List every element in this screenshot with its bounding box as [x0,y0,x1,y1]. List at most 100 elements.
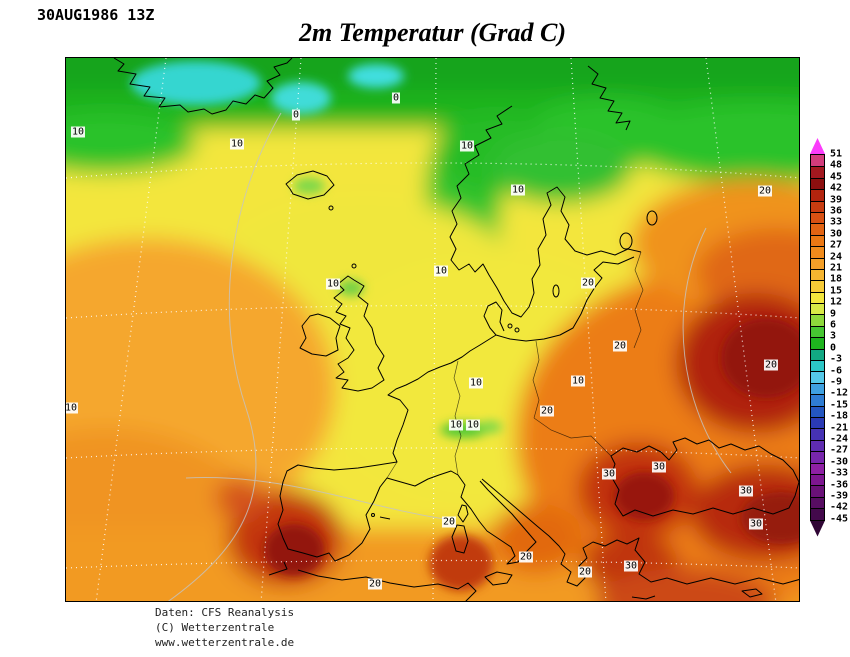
colorbar-label: -24 [830,433,849,445]
colorbar-label: 18 [830,273,843,285]
colorbar-cell [811,325,824,338]
colorbar-cell [811,382,824,395]
colorbar-cell [811,473,824,486]
colorbar-cell [811,485,824,497]
colorbar-labels: 51 48 45 42 39 36 33 30 27 24 21 18 15 12 9 6 3 0 -3 -6 -9 -1… [830,138,850,537]
colorbar-label: 21 [830,262,843,274]
coastline-italy [457,474,537,565]
coastline-blacksea [610,437,799,517]
colorbar-cell [811,371,824,383]
graticule [66,58,799,601]
credit-line-copyright: (C) Wetterzentrale [155,621,275,634]
colorbar-cell [811,200,824,212]
colorbar-cell [811,394,824,406]
colorbar-label: 45 [830,171,843,183]
colorbar: 51 48 45 42 39 36 33 30 27 24 21 18 15 12 9 6 3 0 -3 -6 -9 -1… [810,138,850,537]
page-title: 2m Temperatur (Grad C) [299,18,566,47]
colorbar-cell [811,268,824,281]
coastline-uk [333,275,385,392]
colorbar-cell [811,189,824,201]
colorbar-arrow-bottom [810,520,825,537]
colorbar-cell [811,291,824,304]
coastline-sardinia [451,524,469,554]
temperature-field-detail [131,61,799,591]
colorbar-label: -3 [830,353,843,365]
colorbar-cells [810,154,825,521]
contour-lines [167,112,732,601]
colorbar-label: -9 [830,376,843,388]
colorbar-label: 36 [830,205,843,217]
coastline-north-africa [297,569,477,601]
colorbar-cell [811,303,824,315]
colorbar-cell [811,177,824,190]
colorbar-label: -30 [830,456,849,468]
credit-line-data-source: Daten: CFS Reanalysis [155,606,295,619]
colorbar-label: -45 [830,513,849,525]
colorbar-label: 12 [830,296,843,308]
coastlines [113,58,799,601]
coastline-cyprus [741,588,763,598]
colorbar-label: -18 [830,410,849,422]
colorbar-cell [811,246,824,258]
colorbar-cell [811,257,824,269]
colorbar-cell [811,451,824,463]
colorbar-cell [811,428,824,440]
coastline-gotland [552,284,560,298]
coastline-whitesea [587,65,631,131]
colorbar-label: 48 [830,159,843,171]
colorbar-cell [811,496,824,509]
colorbar-label: -27 [830,444,849,456]
colorbar-cell [811,211,824,224]
colorbar-label: 51 [830,148,843,160]
coastline-ireland [299,313,341,357]
europe-temperature-map: 10 10 0 0 10 10 20 10 10 20 20 10 10 20 10 10 10 20 30 30 20… [65,57,800,602]
colorbar-cell [811,508,824,520]
colorbar-label: 3 [830,330,837,342]
lake-onega [646,210,658,226]
colorbar-cell [811,405,824,417]
colorbar-label: 9 [830,308,837,320]
colorbar-cell [811,166,824,178]
colorbar-label: 39 [830,194,843,206]
colorbar-cell [811,360,824,372]
coastline-balearics [379,516,391,520]
colorbar-cell [811,155,824,167]
colorbar-label: -6 [830,365,843,377]
temperature-field [66,58,799,601]
colorbar-label: -33 [830,467,849,479]
colorbar-label: -42 [830,501,849,513]
credit-line-url: www.wetterzentrale.de [155,636,295,649]
colorbar-cell [811,348,824,361]
colorbar-cell [811,462,824,474]
colorbar-cell [811,223,824,235]
colorbar-label: 15 [830,285,843,297]
colorbar-label: 27 [830,239,843,251]
map-credits: Daten: CFS Reanalysis (C) Wetterzentrale… [155,605,294,650]
colorbar-cell [811,314,824,326]
colorbar-cell [811,337,824,349]
colorbar-label: 30 [830,228,843,240]
colorbar-label: 24 [830,251,843,263]
colorbar-cell [811,234,824,247]
colorbar-label: 6 [830,319,837,331]
colorbar-label: -21 [830,422,849,434]
coastline-corsica [457,504,469,523]
colorbar-label: 0 [830,342,837,354]
coastline-denmark [483,301,505,336]
colorbar-label: -15 [830,399,849,411]
coastline-balkans-greece-turkey [481,478,799,587]
map-datetime: 30AUG1986 13Z [37,6,155,24]
coastline-iceland [285,170,335,200]
coastline-baltic [495,256,635,342]
country-borders [386,251,644,479]
colorbar-label: 33 [830,216,843,228]
colorbar-label: -12 [830,387,849,399]
coastline-west-europe [277,334,497,562]
colorbar-cell [811,439,824,452]
coastline-sicily [484,571,513,586]
coastline-crete [631,595,656,600]
colorbar-cell [811,280,824,292]
colorbar-label: -39 [830,490,849,502]
colorbar-cell [811,416,824,429]
